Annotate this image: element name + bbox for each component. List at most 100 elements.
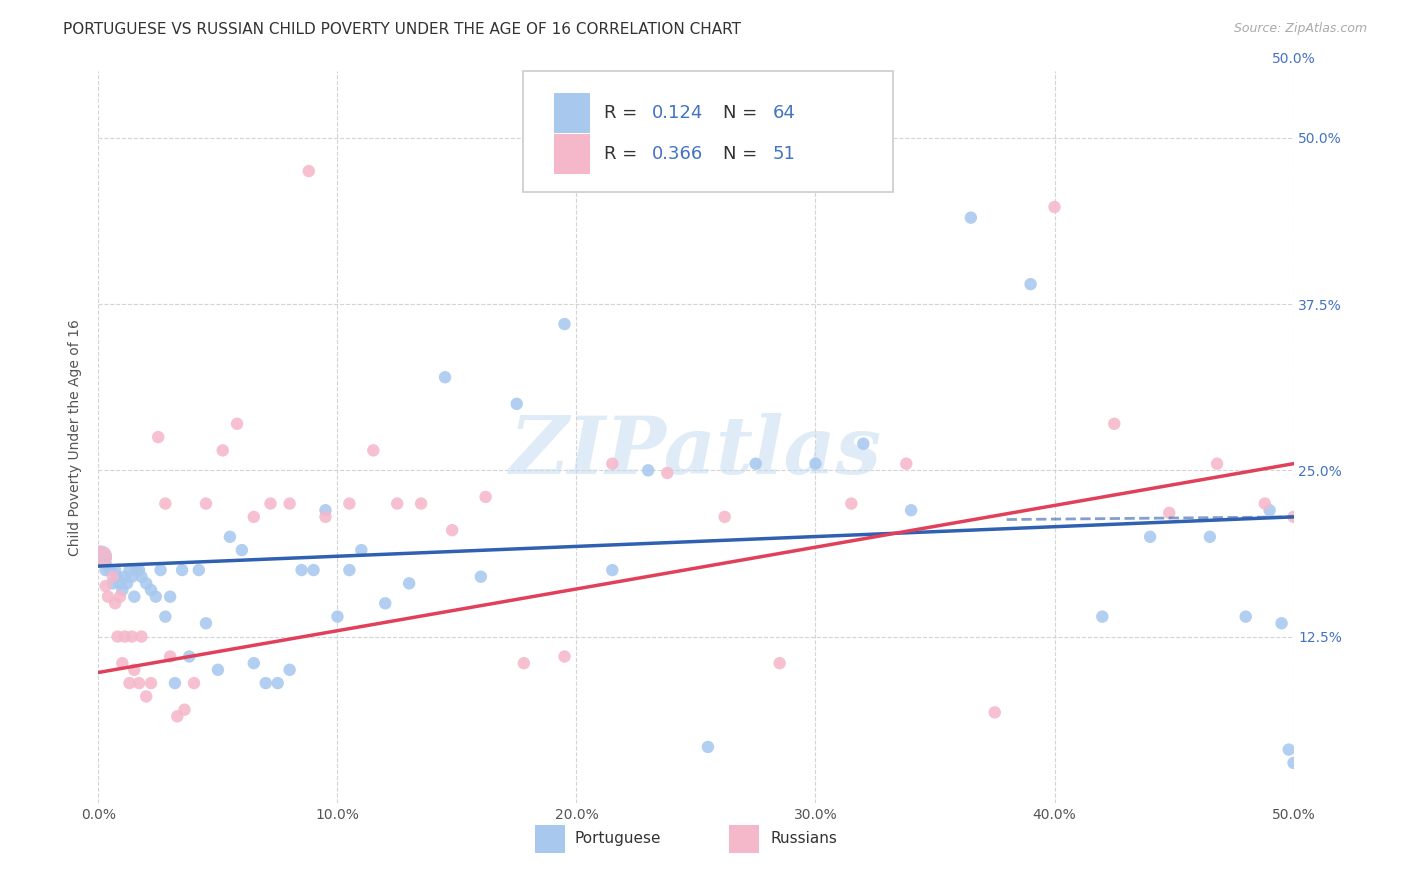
Point [804,457,827,471]
Point [131,630,153,644]
Point [97,590,120,604]
Point [339,563,361,577]
Point [374,596,396,610]
Point [124,590,146,604]
Point [474,490,496,504]
Point [554,317,576,331]
FancyBboxPatch shape [523,71,893,192]
Point [163,676,186,690]
Text: 0.366: 0.366 [652,145,703,163]
Text: Source: ZipAtlas.com: Source: ZipAtlas.com [1233,22,1367,36]
Point [363,443,385,458]
Point [278,663,301,677]
Point [1206,457,1229,471]
Point [1282,756,1305,770]
Point [1271,616,1294,631]
Point [121,630,143,644]
Point [108,590,131,604]
Point [231,543,253,558]
Point [254,676,277,690]
Point [107,630,129,644]
Point [900,503,922,517]
Point [115,576,138,591]
Point [602,563,624,577]
Point [107,570,129,584]
Point [506,397,529,411]
Point [155,609,177,624]
FancyBboxPatch shape [554,93,589,133]
Point [697,739,720,754]
Point [960,211,983,225]
Point [1282,509,1305,524]
Point [398,576,420,591]
Point [166,709,188,723]
Point [1199,530,1222,544]
FancyBboxPatch shape [730,825,759,853]
Point [1091,609,1114,624]
Point [125,563,148,577]
Point [90,549,112,564]
Text: Portuguese: Portuguese [574,831,661,847]
Point [114,630,136,644]
Point [195,497,218,511]
Point [984,706,1007,720]
Point [1104,417,1126,431]
Point [896,457,918,471]
Point [637,463,659,477]
Point [291,563,314,577]
Point [124,663,146,677]
Point [267,676,290,690]
Point [259,497,281,511]
Point [302,563,325,577]
Point [159,590,181,604]
Point [1139,530,1161,544]
Point [841,497,863,511]
Point [434,370,457,384]
Point [128,676,150,690]
Point [179,649,201,664]
Text: N =: N = [724,104,763,122]
Point [339,497,361,511]
Point [172,563,194,577]
Point [159,649,181,664]
Point [1019,277,1042,292]
Point [315,509,337,524]
Text: Russians: Russians [770,831,837,847]
Point [121,570,143,584]
Point [243,656,266,670]
Point [155,497,177,511]
Point [745,457,768,471]
Point [90,549,112,564]
Point [148,430,170,444]
Point [131,570,153,584]
Point [94,557,117,571]
Point [114,570,136,584]
Point [108,576,131,591]
Point [226,417,249,431]
Point [111,582,134,597]
Point [101,576,124,591]
Point [385,497,409,511]
Point [602,457,624,471]
Text: R =: R = [605,104,643,122]
Point [183,676,205,690]
Text: R =: R = [605,145,643,163]
FancyBboxPatch shape [534,825,565,853]
Point [411,497,433,511]
Point [173,703,195,717]
Point [98,563,122,577]
Point [135,690,157,704]
Point [243,509,266,524]
Text: 51: 51 [772,145,796,163]
Point [315,503,337,517]
Point [1159,506,1181,520]
Point [149,563,172,577]
Point [195,616,218,631]
Point [219,530,242,544]
Point [1254,497,1277,511]
Point [1258,503,1281,517]
Point [768,656,790,670]
Point [298,164,321,178]
FancyBboxPatch shape [554,134,589,174]
Point [441,523,464,537]
